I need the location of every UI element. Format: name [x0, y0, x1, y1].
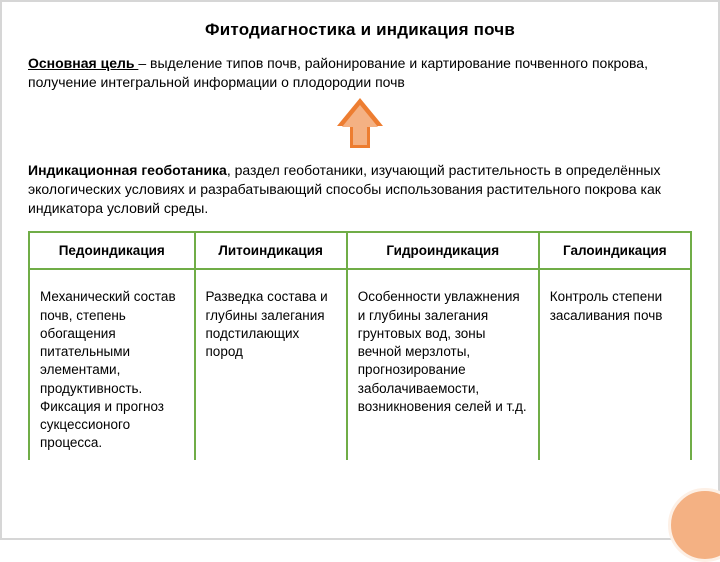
page-title: Фитодиагностика и индикация почв	[28, 20, 692, 40]
goal-paragraph: Основная цель – выделение типов почв, ра…	[28, 54, 692, 92]
arrow-container	[28, 98, 692, 153]
slide: Фитодиагностика и индикация почв Основна…	[0, 0, 720, 540]
geobotany-paragraph: Индикационная геоботаника, раздел геобот…	[28, 161, 692, 218]
col-header: Педоиндикация	[29, 232, 195, 269]
col-header: Гидроиндикация	[347, 232, 539, 269]
arrow-up-icon	[337, 98, 383, 148]
table-header-row: Педоиндикация Литоиндикация Гидроиндикац…	[29, 232, 691, 269]
indication-table: Педоиндикация Литоиндикация Гидроиндикац…	[28, 231, 692, 460]
col-header: Галоиндикация	[539, 232, 691, 269]
table-cell: Механический состав почв, степень обогащ…	[29, 269, 195, 460]
corner-circle-icon	[668, 488, 720, 562]
table-cell: Особенности увлажнения и глубины залеган…	[347, 269, 539, 460]
col-header: Литоиндикация	[195, 232, 347, 269]
table-row: Механический состав почв, степень обогащ…	[29, 269, 691, 460]
table-cell: Контроль степени засаливания почв	[539, 269, 691, 460]
goal-label: Основная цель	[28, 55, 138, 71]
table-cell: Разведка состава и глубины залегания под…	[195, 269, 347, 460]
geobotany-label: Индикационная геоботаника	[28, 162, 227, 178]
